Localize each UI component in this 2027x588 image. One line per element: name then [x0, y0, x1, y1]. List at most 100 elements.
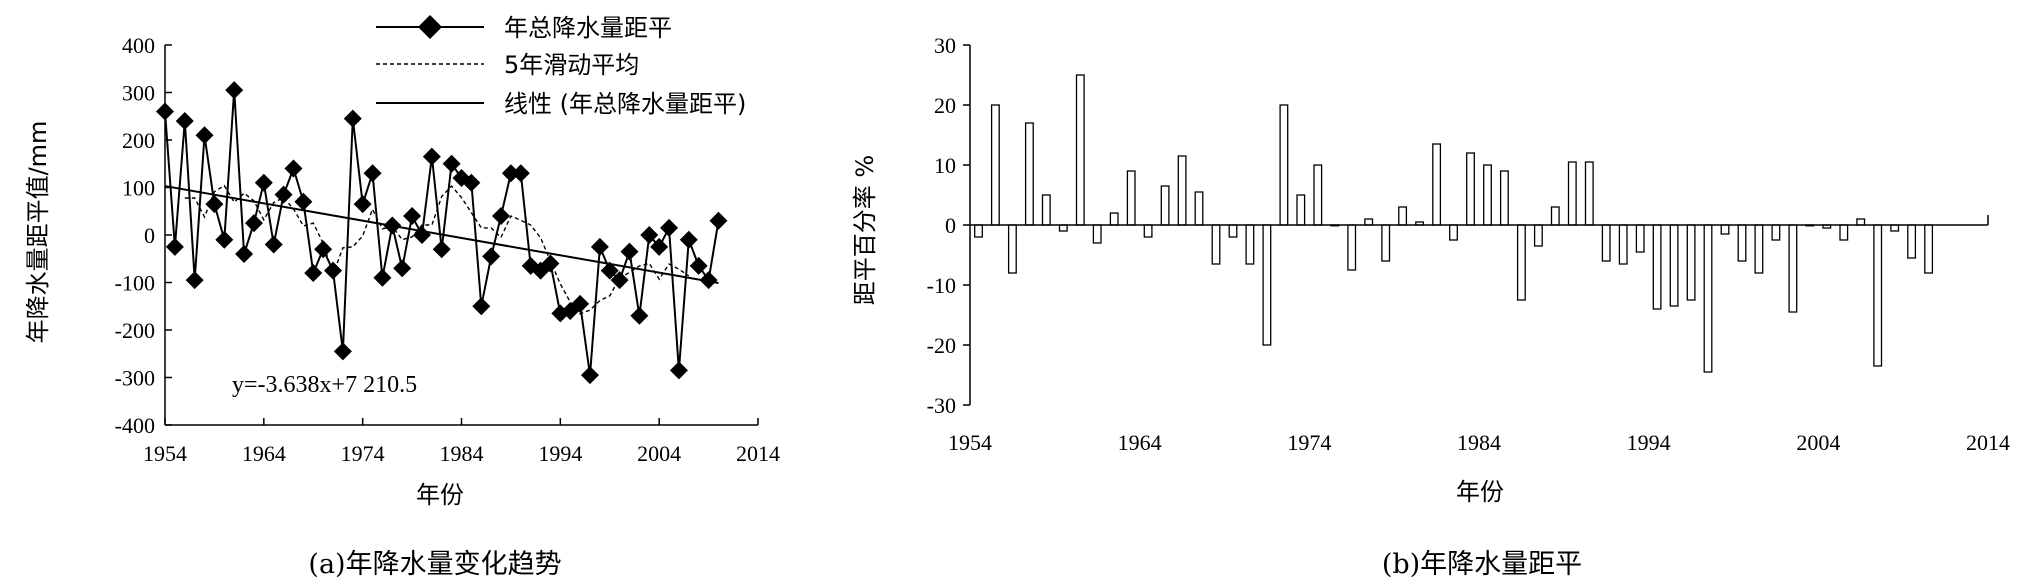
chart-b-bar — [1533, 224, 1543, 247]
legend-item-moving-average: 5年滑动平均 — [504, 51, 639, 79]
chart-b-bar — [1466, 152, 1475, 226]
chart-b-bar — [1296, 194, 1306, 226]
chart-a-y-tick-label: -200 — [115, 318, 155, 343]
chart-a-point — [590, 237, 609, 256]
chart-b-bar — [1449, 224, 1458, 241]
chart-a-point — [314, 240, 333, 259]
chart-a-y-tick-label: 0 — [144, 223, 155, 248]
chart-a-y-tick-label: -300 — [115, 366, 155, 391]
chart-a-legend: 年总降水量距平 5年滑动平均 线性 (年总降水量距平) — [376, 14, 746, 118]
chart-b-bar — [1839, 224, 1849, 241]
chart-a-anomaly-points — [156, 81, 728, 385]
chart-b-bar — [1109, 212, 1119, 226]
chart-b-bar — [1890, 224, 1900, 232]
chart-b-bar — [1567, 161, 1577, 226]
chart-a-point — [422, 147, 441, 166]
chart-a-x-tick-label: 2014 — [736, 441, 780, 466]
chart-b-bar — [1058, 224, 1068, 232]
chart-a-point — [373, 268, 392, 287]
chart-a-anomaly-line — [164, 90, 720, 376]
chart-b-bar — [1873, 224, 1883, 367]
chart-a-point — [412, 226, 431, 244]
chart-b-bar — [1092, 224, 1102, 244]
chart-a-point — [284, 159, 303, 178]
chart-a-point — [600, 261, 619, 280]
chart-a-point — [324, 261, 343, 280]
chart-b-bar — [1024, 122, 1034, 226]
chart-b-bar — [1703, 224, 1713, 373]
chart-a-point — [304, 264, 323, 282]
chart-b-bar — [1907, 224, 1917, 259]
legend-item-anomaly: 年总降水量距平 — [504, 14, 672, 42]
chart-b-bar — [1245, 224, 1255, 265]
chart-a-point — [689, 256, 708, 275]
chart-a-point — [492, 207, 511, 225]
chart-a-point — [294, 192, 313, 211]
chart-a-y-tick-label: -400 — [115, 413, 155, 438]
chart-a-point — [195, 126, 214, 145]
chart-b-bar — [1398, 206, 1408, 226]
chart-a-equation: y=-3.638x+7 210.5 — [232, 372, 417, 398]
chart-b-y-axis-label: 距平百分率 % — [851, 155, 879, 305]
chart-a-point — [383, 216, 402, 235]
chart-a-x-tick-labels: 1954 1964 1974 1984 1994 2004 2014 — [143, 441, 780, 466]
chart-b-y-tick-label: -10 — [927, 273, 956, 298]
chart-a-point — [610, 271, 629, 290]
chart-b-caption: (b)年降水量距平 — [1382, 549, 1582, 580]
chart-a-caption: (a)年降水量变化趋势 — [308, 549, 561, 580]
chart-a-point — [403, 207, 422, 225]
chart-a-y-tick-labels: 400 300 200 100 0 -100 -200 -300 -400 — [115, 33, 155, 438]
chart-b-bar — [1720, 224, 1730, 235]
chart-a-point — [264, 235, 283, 254]
chart-a-point — [225, 81, 244, 100]
chart-a-point — [511, 164, 530, 183]
chart-b-bar — [974, 224, 983, 238]
chart-a-x-tick-label: 2004 — [637, 441, 681, 466]
chart-a-trend-line — [164, 185, 719, 284]
chart-a-x-tick-label: 1974 — [341, 441, 385, 466]
chart-b-bar — [1228, 224, 1238, 238]
chart-a-point — [630, 306, 649, 325]
chart-a-point — [640, 226, 659, 244]
chart-b-x-tick-label: 1954 — [948, 430, 992, 455]
chart-a-point — [709, 211, 728, 230]
chart-b-bar — [1347, 224, 1357, 271]
chart-b-y-tick-label: 20 — [934, 93, 956, 118]
chart-b-y-tick-label: 10 — [934, 153, 956, 178]
chart-a-point — [254, 173, 273, 192]
chart-a-point — [660, 218, 679, 237]
chart-a-point — [442, 154, 461, 173]
chart-a-point — [244, 214, 263, 233]
chart-b-bar — [1075, 74, 1085, 226]
chart-a-point — [343, 109, 362, 128]
chart-b-bar — [1652, 224, 1662, 310]
chart-b-x-tick-label: 1964 — [1118, 430, 1162, 455]
chart-b-bar — [1262, 224, 1272, 346]
chart-a-point — [175, 112, 194, 130]
chart-b-y-tick-label: -30 — [927, 393, 956, 418]
chart-b-bar — [1041, 194, 1051, 226]
chart-a-y-axis-label: 年降水量距平值/mm — [24, 121, 52, 344]
chart-a-point — [156, 102, 174, 121]
chart-a-y-tick-label: -100 — [115, 271, 155, 296]
chart-b-bar — [1618, 224, 1628, 265]
chart-a-point — [462, 173, 481, 192]
chart-b-y-tick-labels: 30 20 10 0 -10 -20 -30 — [927, 33, 956, 418]
chart-b-bar — [1007, 224, 1017, 274]
chart-b-bar — [1364, 218, 1374, 226]
chart-b-bar — [1924, 224, 1934, 274]
chart-a-point — [215, 230, 234, 249]
chart-b-bar — [1771, 224, 1781, 241]
chart-a-point — [482, 247, 501, 266]
chart-b-bar — [990, 104, 1000, 226]
chart-a-point — [393, 259, 412, 278]
chart-b-x-tick-label: 2004 — [1796, 430, 1840, 455]
chart-a-point — [333, 342, 352, 361]
chart-b-x-axis-label: 年份 — [1456, 478, 1504, 506]
chart-b-bar — [1635, 224, 1645, 253]
chart-b-bar — [1313, 164, 1323, 226]
chart-a-point — [571, 294, 590, 313]
chart-b-bar — [1669, 224, 1679, 307]
chart-b-x-tick-labels: 1954 1964 1974 1984 1994 2004 2014 — [948, 430, 2010, 455]
